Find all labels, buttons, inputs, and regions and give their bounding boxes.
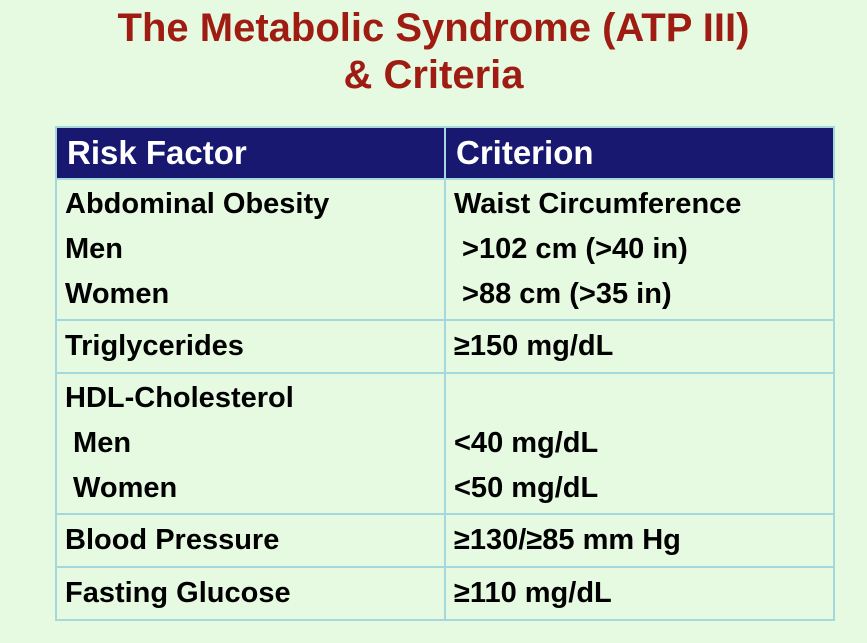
slide-title: The Metabolic Syndrome (ATP III) & Crite… — [0, 5, 867, 99]
cell-line: ≥110 mg/dL — [454, 577, 612, 609]
criterion-cell: Waist Circumference >102 cm (>40 in) >88… — [444, 178, 835, 321]
cell-line: Women — [65, 278, 170, 310]
table-header-risk-factor: Risk Factor — [55, 126, 446, 180]
table-header-criterion: Criterion — [444, 126, 835, 180]
risk-factor-cell: Triglycerides — [55, 319, 446, 374]
table-row-blood-pressure: Blood Pressure ≥130/≥85 mm Hg — [55, 513, 835, 568]
cell-line: Blood Pressure — [65, 524, 280, 556]
cell-line — [454, 376, 825, 421]
cell-line: Women — [65, 472, 178, 504]
criteria-table: Risk Factor Criterion Abdominal Obesity … — [55, 126, 835, 621]
criterion-cell: ≥110 mg/dL — [444, 566, 835, 621]
table-body: Abdominal Obesity Men Women Waist Circum… — [55, 178, 835, 621]
cell-line: Waist Circumference — [454, 188, 742, 220]
criterion-cell: <40 mg/dL <50 mg/dL — [444, 372, 835, 515]
slide-title-line-2: & Criteria — [343, 53, 524, 97]
risk-factor-cell: Fasting Glucose — [55, 566, 446, 621]
table-header-row: Risk Factor Criterion — [55, 126, 835, 180]
criterion-cell: ≥150 mg/dL — [444, 319, 835, 374]
risk-factor-cell: Abdominal Obesity Men Women — [55, 178, 446, 321]
risk-factor-cell: HDL-Cholesterol Men Women — [55, 372, 446, 515]
risk-factor-cell: Blood Pressure — [55, 513, 446, 568]
table-row-triglycerides: Triglycerides ≥150 mg/dL — [55, 319, 835, 374]
cell-line: ≥130/≥85 mm Hg — [454, 524, 681, 556]
cell-line: Triglycerides — [65, 330, 244, 362]
cell-line: HDL-Cholesterol — [65, 382, 294, 414]
table-row-hdl-cholesterol: HDL-Cholesterol Men Women <40 mg/dL <50 … — [55, 372, 835, 515]
criterion-cell: ≥130/≥85 mm Hg — [444, 513, 835, 568]
table-row-abdominal-obesity: Abdominal Obesity Men Women Waist Circum… — [55, 178, 835, 321]
cell-line: Fasting Glucose — [65, 577, 291, 609]
cell-line: >102 cm (>40 in) — [454, 233, 688, 265]
cell-line: ≥150 mg/dL — [454, 330, 614, 362]
slide-title-line-1: The Metabolic Syndrome (ATP III) — [117, 6, 750, 50]
table-header: Risk Factor Criterion — [55, 126, 835, 180]
table-row-fasting-glucose: Fasting Glucose ≥110 mg/dL — [55, 566, 835, 621]
cell-line: <50 mg/dL — [454, 472, 599, 504]
cell-line: <40 mg/dL — [454, 427, 599, 459]
cell-line: Men — [65, 427, 132, 459]
criteria-table-container: Risk Factor Criterion Abdominal Obesity … — [55, 126, 835, 621]
cell-line: >88 cm (>35 in) — [454, 278, 672, 310]
cell-line: Abdominal Obesity — [65, 188, 330, 220]
cell-line: Men — [65, 233, 123, 265]
